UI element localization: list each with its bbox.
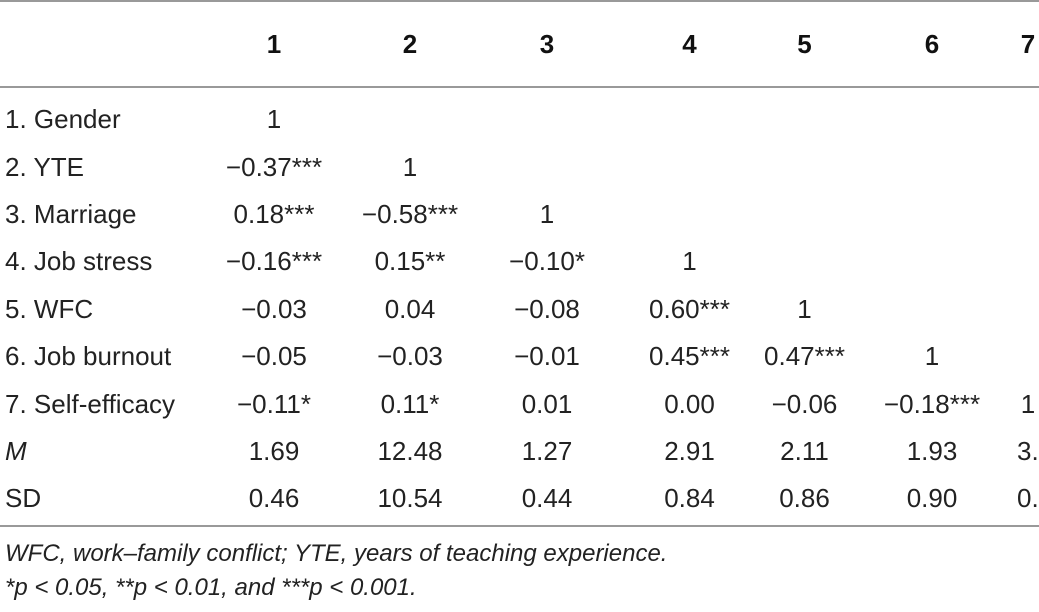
table-cell [617,86,762,143]
significance-note: *p < 0.05, **p < 0.01, and ***p < 0.001. [5,574,417,601]
table-cell: 1.27 [521,435,573,466]
header-cell: 2 [402,28,418,59]
table-cell: −0.05 [241,341,307,372]
table-cell: −0.18*** [883,388,981,419]
header-cell: 7 [1020,28,1036,59]
table-row: 5. WFC −0.03 0.04 −0.08 0.60*** 1 [0,286,1039,333]
table-cell: −0.37*** [225,151,323,182]
table-cell: 0.04 [384,293,436,324]
row-label: SD [5,483,42,514]
header-cell: 1 [266,28,282,59]
table-bottom-rule [0,525,1039,527]
table-cell: 1 [1020,388,1036,419]
table-cell: 0.44 [521,483,573,514]
table-cell: 1.69 [248,435,300,466]
table-row: M 1.69 12.48 1.27 2.91 2.11 1.93 3.18 [0,428,1039,475]
table-row: 4. Job stress −0.16*** 0.15** −0.10* 1 [0,238,1039,285]
table-cell: −0.08 [514,293,580,324]
table-row: 7. Self-efficacy −0.11* 0.11* 0.01 0.00 −0.06… [0,380,1039,427]
table-cell: 0.18*** [233,198,315,229]
table-cell: 1 [402,151,418,182]
table-cell: −0.58*** [361,198,459,229]
table-cell [847,191,1017,238]
table-cell: 1 [924,341,940,372]
header-rule [0,86,1039,88]
table-cell [617,191,762,238]
table-cell: 0.47*** [764,341,845,372]
table-row: 1. Gender 1 [0,86,1039,143]
table-cell: −0.03 [377,341,443,372]
table-cell [847,143,1017,190]
header-cell: 3 [539,28,555,59]
table-cell: 0.87 [1017,483,1039,514]
table-notes: WFC, work–family conflict; YTE, years of… [5,537,667,605]
table-cell: 0.15** [374,246,446,277]
table-cell: −0.06 [771,388,838,419]
abbreviation-note: WFC, work–family conflict; YTE, years of… [5,540,668,567]
correlation-table: 1 2 3 4 5 6 7 1. Gender 1 2. YTE −0.37*** 1 3… [0,2,1039,523]
table-cell [343,86,477,143]
table-cell [1017,86,1039,143]
table-cell: −0.03 [241,293,307,324]
table-cell: 1 [797,293,812,324]
row-label: 1. Gender [5,104,121,135]
table-cell: 1 [539,198,555,229]
table-top-rule [0,0,1039,2]
row-label: 7. Self-efficacy [5,388,176,419]
row-label: 4. Job stress [5,246,153,277]
header-cell: 6 [924,28,940,59]
table-cell [847,286,1017,333]
table-cell [1017,238,1039,285]
table-row: 3. Marriage 0.18*** −0.58*** 1 [0,191,1039,238]
table-cell: −0.10* [509,246,585,277]
table-row: 6. Job burnout −0.05 −0.03 −0.01 0.45*** 0.47… [0,333,1039,380]
row-label: 5. WFC [5,293,94,324]
table-cell: 1 [266,104,282,135]
table-cell [1017,333,1039,380]
table-cell [1017,143,1039,190]
row-label: M [5,435,27,466]
table-cell: 0.60*** [649,293,730,324]
table-cell: 0.00 [664,388,715,419]
table-cell: 0.46 [248,483,300,514]
table-cell: 3.18 [1017,435,1039,466]
table-cell: 1.93 [906,435,958,466]
table-cell: 10.54 [377,483,443,514]
table-cell [617,143,762,190]
table-cell: 2.91 [664,435,715,466]
table-cell [1017,191,1039,238]
table-cell [477,86,617,143]
table-cell: 0.01 [521,388,573,419]
header-cell: 4 [682,28,697,59]
table-cell: 0.45*** [649,341,730,372]
table-cell: −0.11* [237,388,311,419]
table-row: 2. YTE −0.37*** 1 [0,143,1039,190]
table-cell: 0.90 [906,483,958,514]
header-row: 1 2 3 4 5 6 7 [0,2,1039,86]
header-cell [0,2,205,86]
row-label: 2. YTE [5,151,85,182]
table-cell: 1 [682,246,697,277]
table-cell: 0.84 [664,483,715,514]
table-cell [847,86,1017,143]
row-label: 3. Marriage [5,198,137,229]
table-cell: −0.16*** [225,246,323,277]
header-cell: 5 [797,28,812,59]
table-row: SD 0.46 10.54 0.44 0.84 0.86 0.90 0.87 [0,475,1039,522]
table-cell: 0.11* [380,388,440,419]
table-cell: 12.48 [377,435,443,466]
table-cell [762,191,847,238]
table-cell: 2.11 [780,435,829,466]
table-cell [477,143,617,190]
table-cell [762,143,847,190]
row-label: 6. Job burnout [5,341,172,372]
table-cell: 0.86 [779,483,830,514]
table-cell [762,238,847,285]
table-cell [847,238,1017,285]
table-cell [1017,286,1039,333]
table-cell [762,86,847,143]
table-cell: −0.01 [514,341,580,372]
